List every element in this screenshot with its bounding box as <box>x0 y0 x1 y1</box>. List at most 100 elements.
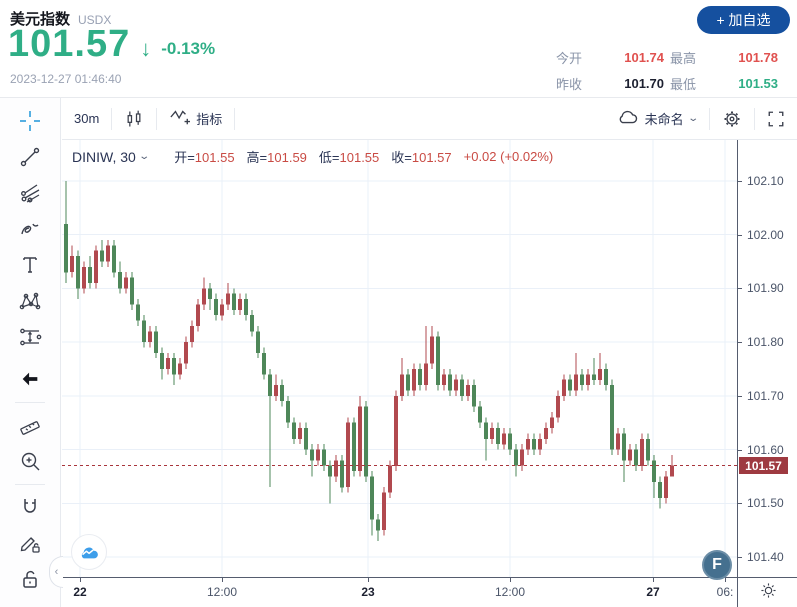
sun-icon <box>760 582 777 604</box>
draw-lock-tool[interactable] <box>13 526 47 560</box>
legend-symbol-label: DINIW, 30 <box>72 148 136 165</box>
price-tick <box>738 288 742 289</box>
candlestick-style-icon <box>124 109 144 129</box>
price-tick-label: 101.50 <box>747 496 784 510</box>
layout-name: 未命名 <box>644 112 684 127</box>
instrument-header: 美元指数 USDX 101.57 ↓ -0.13% 2023-12-27 01:… <box>0 0 797 98</box>
legend-symbol-dropdown[interactable]: DINIW, 30 ⌄ <box>72 148 150 165</box>
layout-menu-button[interactable]: 未命名 ⌄ <box>604 98 709 139</box>
legend-change: +0.02 (+0.02%) <box>463 149 554 164</box>
price-axis[interactable]: 102.10 102.00 101.90 101.80 101.70 101.60 101.… <box>737 140 797 577</box>
time-tick <box>725 578 726 582</box>
stat-open-label: 今开 <box>556 50 583 66</box>
sidebar-divider <box>15 484 45 485</box>
legend-close-value: 101.57 <box>411 150 452 165</box>
price-tick-label: 102.00 <box>747 228 784 242</box>
time-tick <box>368 578 369 582</box>
down-arrow-icon: ↓ <box>140 36 152 61</box>
time-tick <box>80 578 81 582</box>
last-price: 101.57 <box>8 23 131 65</box>
change-percent: -0.13% <box>161 39 216 58</box>
time-tick <box>510 578 511 582</box>
gann-fib-tool[interactable] <box>13 176 47 210</box>
toolbar-separator <box>156 107 158 130</box>
settings-button[interactable] <box>710 98 754 139</box>
projection-tool[interactable] <box>13 320 47 354</box>
time-tick <box>222 578 223 582</box>
provider-watermark <box>71 534 107 570</box>
chevron-down-icon: ⌄ <box>686 113 699 124</box>
time-tick-label: 23 <box>361 585 375 599</box>
interval-button[interactable]: 30m <box>62 98 111 139</box>
instrument-symbol: USDX <box>78 13 112 27</box>
fastbull-logo[interactable]: F <box>702 550 732 580</box>
chevron-down-icon: ⌄ <box>138 151 150 162</box>
sidebar-divider <box>15 402 45 403</box>
price-tick-label: 101.40 <box>747 550 784 564</box>
indicator-button[interactable]: 指标 <box>157 98 234 139</box>
quote-timestamp: 2023-12-27 01:46:40 <box>10 72 122 86</box>
price-tick <box>738 450 742 451</box>
time-tick-label: 27 <box>646 585 660 599</box>
price-tick-label: 101.90 <box>747 281 784 295</box>
candlestick-chart[interactable] <box>62 140 737 577</box>
text-tool[interactable] <box>13 248 47 282</box>
trend-line-tool[interactable] <box>13 140 47 174</box>
price-tick <box>738 557 742 558</box>
stat-prevclose-label: 昨收 <box>556 76 583 92</box>
price-tick <box>738 396 742 397</box>
time-tick-label: 06: <box>716 585 734 599</box>
gear-icon <box>722 109 742 129</box>
chart-toolbar: 30m 指标 <box>62 98 797 140</box>
magnet-tool[interactable] <box>13 490 47 524</box>
zoom-in-tool[interactable] <box>13 444 47 478</box>
legend-high-value: 101.59 <box>267 150 307 165</box>
toolbar-separator <box>111 107 113 130</box>
stat-open-value: 101.74 <box>624 49 664 65</box>
toolbar-separator <box>754 107 755 130</box>
current-price-badge: 101.57 <box>739 457 788 474</box>
time-axis[interactable]: 22 12:00 23 12:00 27 06: <box>62 577 737 607</box>
price-tick-label: 101.70 <box>747 389 784 403</box>
price-row: 101.57 ↓ -0.13% <box>8 24 215 64</box>
price-tick-label: 102.10 <box>747 174 784 188</box>
price-tick <box>738 342 742 343</box>
lock-tool[interactable] <box>13 562 47 596</box>
daily-stats: 今开 101.74 最高 101.78 昨收 101.70 最低 101.53 <box>556 44 778 96</box>
ruler-tool[interactable] <box>13 408 47 442</box>
stat-low-label: 最低 <box>670 76 697 92</box>
crosshair-tool[interactable] <box>13 104 47 138</box>
interval-label: 30m <box>74 111 100 126</box>
time-tick-label: 12:00 <box>206 585 238 599</box>
legend-open-label: 开= <box>174 150 195 165</box>
price-tick <box>738 503 742 504</box>
indicator-icon <box>169 107 191 130</box>
legend-high-label: 高= <box>246 150 268 165</box>
axis-settings-corner[interactable] <box>737 577 797 607</box>
price-tick <box>738 181 742 182</box>
instrument-title-row: 美元指数 USDX <box>10 8 111 29</box>
chart-legend: DINIW, 30 ⌄ 开=101.55 高=101.59 低=101.55 收… <box>72 147 553 166</box>
brush-tool[interactable] <box>13 212 47 246</box>
stat-low-value: 101.53 <box>738 75 778 91</box>
cloud-icon <box>616 108 640 129</box>
fullscreen-button[interactable] <box>755 98 797 139</box>
back-arrow-tool[interactable] <box>13 362 47 396</box>
stat-high-value: 101.78 <box>738 49 778 65</box>
time-tick-label: 12:00 <box>494 585 526 599</box>
toolbar-separator <box>234 107 236 130</box>
logo-letter: F <box>712 556 722 573</box>
fullscreen-icon <box>767 110 785 128</box>
drawing-tools-sidebar <box>0 98 61 607</box>
chart-style-button[interactable] <box>112 98 156 139</box>
price-tick-label: 101.80 <box>747 335 784 349</box>
legend-close-label: 收= <box>391 150 412 165</box>
legend-low-label: 低= <box>318 150 340 165</box>
time-tick-label: 22 <box>73 585 87 599</box>
add-watchlist-button[interactable]: + 加自选 <box>697 6 790 34</box>
xabcd-pattern-tool[interactable] <box>13 284 47 318</box>
legend-low-value: 101.55 <box>339 150 380 165</box>
stat-prevclose-value: 101.70 <box>624 75 664 91</box>
time-tick <box>653 578 654 582</box>
